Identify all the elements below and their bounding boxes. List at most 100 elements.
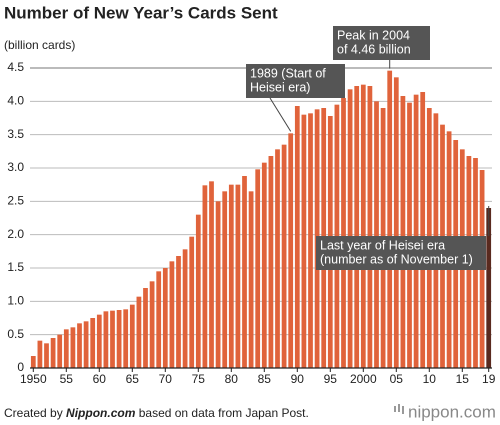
annotation-box — [333, 26, 430, 60]
bar — [275, 149, 280, 368]
x-tick-label: 2000 — [350, 372, 377, 386]
bar — [360, 84, 366, 369]
bar — [162, 268, 168, 368]
bar — [235, 184, 241, 368]
x-tick-label: 75 — [192, 372, 206, 386]
bar — [308, 113, 313, 368]
bar — [261, 162, 267, 368]
annotation-text: of 4.46 billion — [337, 42, 411, 56]
bar — [169, 261, 175, 368]
bar — [288, 133, 294, 368]
x-tick-label: 90 — [291, 372, 305, 386]
annotation-leader — [269, 97, 292, 132]
chart-title: Number of New Year’s Cards Sent — [4, 3, 278, 22]
bar — [400, 96, 406, 368]
bar — [255, 169, 261, 368]
bar — [248, 191, 254, 368]
bar — [222, 191, 228, 368]
x-tick-label: 70 — [159, 372, 173, 386]
x-tick-label: 05 — [390, 372, 404, 386]
bar — [70, 327, 76, 368]
footer-source: Nippon.com — [66, 406, 136, 420]
bar — [195, 214, 201, 368]
bar — [57, 334, 63, 368]
annotation-box — [246, 64, 345, 98]
bar — [149, 281, 155, 368]
bar — [143, 288, 148, 368]
bar — [176, 256, 181, 368]
bar — [123, 309, 129, 368]
bar — [96, 314, 102, 368]
annotation-text: Heisei era) — [250, 80, 310, 94]
y-tick-label: 1.0 — [7, 294, 24, 308]
footer-suffix: based on data from Japan Post. — [139, 406, 309, 420]
y-tick-label: 3.0 — [7, 160, 24, 174]
bar — [354, 86, 360, 368]
annotation: Last year of Heisei era(number as of Nov… — [316, 206, 490, 270]
x-tick-label: 85 — [258, 372, 272, 386]
annotation-box — [316, 236, 486, 270]
y-tick-label: 4.5 — [7, 60, 24, 74]
bar — [242, 176, 247, 368]
bar — [341, 98, 346, 368]
bar — [413, 94, 419, 369]
x-tick-label: 10 — [423, 372, 437, 386]
bar — [182, 249, 188, 368]
bar — [294, 106, 300, 368]
x-tick-label: 15 — [456, 372, 470, 386]
bar — [156, 271, 162, 368]
bar — [367, 86, 373, 368]
bar — [116, 310, 122, 368]
y-tick-label: 2.5 — [7, 194, 24, 208]
x-tick-label: 55 — [60, 372, 74, 386]
bar — [374, 101, 379, 368]
bar — [44, 343, 49, 368]
y-tick-label: 4.0 — [7, 94, 24, 108]
annotation-text: Last year of Heisei era — [320, 238, 445, 252]
x-tick-label: 95 — [324, 372, 338, 386]
footer: Created by Nippon.com based on data from… — [4, 406, 309, 420]
bar — [77, 323, 82, 368]
logo-text: nippon.com — [408, 402, 496, 421]
annotation-text: 1989 (Start of — [250, 66, 326, 80]
annotation-text: Peak in 2004 — [337, 28, 410, 42]
logo: nippon.com — [394, 402, 496, 421]
bar — [268, 156, 274, 368]
y-tick-label: 2.0 — [7, 227, 24, 241]
bar — [301, 114, 307, 369]
bar — [202, 185, 208, 368]
bar — [209, 181, 214, 368]
annotation-text: (number as of November 1) — [320, 252, 473, 266]
logo-icon — [394, 404, 404, 414]
bar — [50, 338, 56, 368]
x-tick-label: 65 — [126, 372, 140, 386]
bar — [393, 77, 399, 368]
bar — [189, 236, 195, 368]
bar — [407, 102, 412, 369]
bar — [347, 89, 353, 368]
bar — [63, 329, 69, 368]
y-axis-label: (billion cards) — [4, 38, 75, 52]
bar — [136, 296, 142, 368]
bar — [90, 318, 96, 368]
bar — [103, 311, 109, 368]
bar — [30, 356, 36, 368]
y-tick-label: 1.5 — [7, 260, 24, 274]
bar — [387, 70, 393, 369]
bar — [83, 321, 89, 368]
bar — [281, 144, 287, 368]
y-tick-label: 3.5 — [7, 127, 24, 141]
bar — [215, 201, 221, 368]
bar — [37, 340, 43, 368]
bar — [228, 184, 234, 368]
bar — [486, 208, 492, 368]
footer-prefix: Created by — [4, 406, 63, 420]
x-tick-label: 19 — [482, 372, 496, 386]
x-tick-label: 80 — [225, 372, 239, 386]
bar — [129, 304, 135, 368]
x-tick-label: 1950 — [20, 372, 47, 386]
bar — [420, 92, 426, 368]
